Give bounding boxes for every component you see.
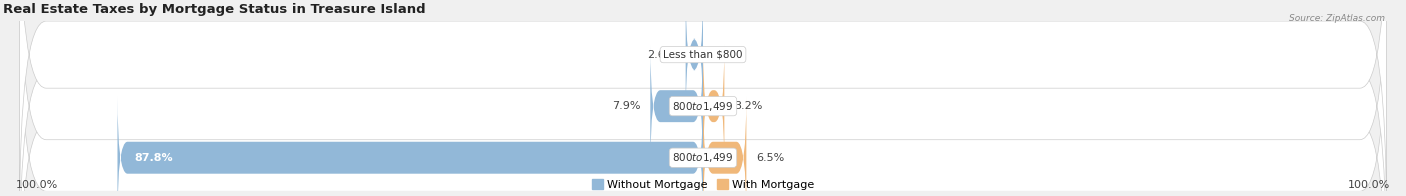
Text: $800 to $1,499: $800 to $1,499 xyxy=(672,100,734,113)
FancyBboxPatch shape xyxy=(20,0,1386,196)
FancyBboxPatch shape xyxy=(20,0,1386,196)
Text: Source: ZipAtlas.com: Source: ZipAtlas.com xyxy=(1289,14,1385,23)
Text: 100.0%: 100.0% xyxy=(1347,180,1391,190)
Text: 7.9%: 7.9% xyxy=(612,101,640,111)
FancyBboxPatch shape xyxy=(686,0,703,116)
Text: 2.6%: 2.6% xyxy=(647,50,676,60)
FancyBboxPatch shape xyxy=(20,0,1386,196)
Text: Less than $800: Less than $800 xyxy=(664,50,742,60)
FancyBboxPatch shape xyxy=(703,96,747,196)
FancyBboxPatch shape xyxy=(118,96,703,196)
Text: 6.5%: 6.5% xyxy=(756,153,785,163)
Text: Real Estate Taxes by Mortgage Status in Treasure Island: Real Estate Taxes by Mortgage Status in … xyxy=(3,3,426,16)
FancyBboxPatch shape xyxy=(651,45,703,168)
Legend: Without Mortgage, With Mortgage: Without Mortgage, With Mortgage xyxy=(588,175,818,194)
Text: 3.2%: 3.2% xyxy=(734,101,762,111)
Text: $800 to $1,499: $800 to $1,499 xyxy=(672,151,734,164)
Text: 100.0%: 100.0% xyxy=(15,180,59,190)
Text: 87.8%: 87.8% xyxy=(134,153,173,163)
FancyBboxPatch shape xyxy=(703,45,724,168)
Text: 0.0%: 0.0% xyxy=(713,50,741,60)
